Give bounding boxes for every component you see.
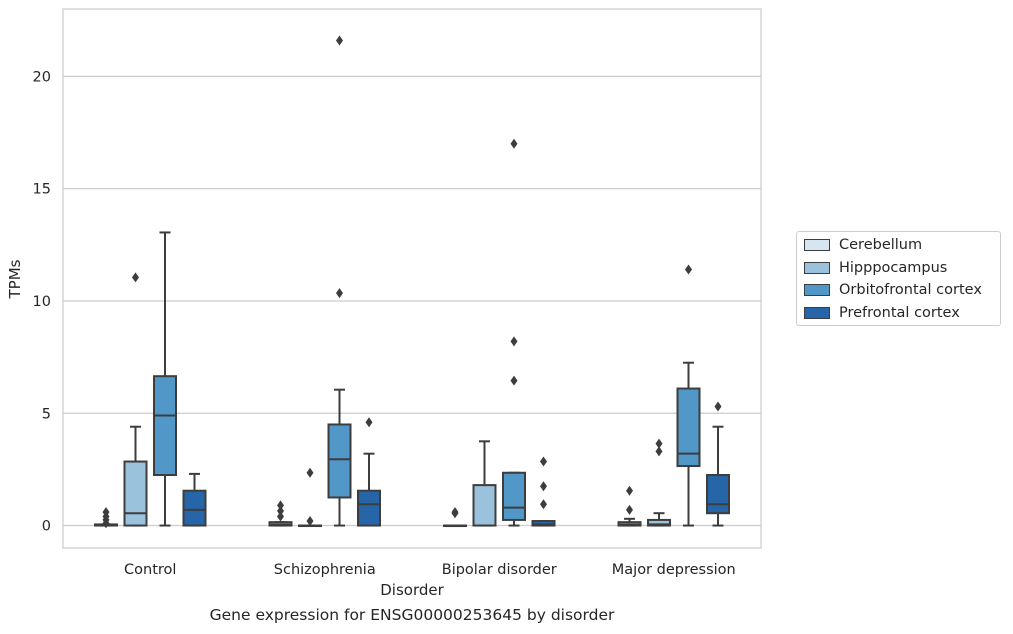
outlier-point (306, 516, 314, 527)
box-prefrontal-cortex (531, 456, 556, 527)
box-iqr (153, 375, 177, 477)
legend: Cerebellum Hipppocampus Orbitofrontal cort… (796, 231, 1001, 326)
outlier-point (365, 417, 373, 428)
legend-label: Hipppocampus (839, 259, 948, 276)
outlier-point (655, 438, 663, 449)
y-tick-labels: 0 5 10 15 20 (33, 69, 51, 534)
legend-swatch (804, 306, 830, 319)
y-tick-label: 10 (33, 294, 51, 310)
box-hipppocampus (647, 438, 671, 527)
box-cerebellum (443, 507, 467, 528)
box-orbitofrontal-cortex (502, 138, 526, 527)
outlier-point (540, 499, 547, 510)
outlier-point (277, 511, 284, 522)
legend-item: Orbitofrontal cortex (804, 279, 1000, 302)
box-iqr (531, 520, 556, 527)
x-axis-label: Disorder (380, 581, 444, 599)
outlier-point (336, 35, 343, 46)
outlier-point (102, 507, 110, 518)
outlier-point (306, 467, 314, 478)
outlier-point (510, 375, 518, 386)
plot-area-frame (62, 8, 762, 549)
box-hipppocampus (123, 272, 148, 527)
y-tick-label: 20 (33, 69, 51, 85)
box-orbitofrontal-cortex (153, 231, 177, 527)
x-tick-label: Major depression (612, 562, 736, 578)
y-tick-label: 0 (42, 519, 51, 535)
legend-item: Hipppocampus (804, 257, 1000, 280)
outlier-point (510, 336, 518, 347)
outlier-point (626, 485, 633, 496)
legend-swatch (804, 261, 830, 274)
box-iqr (647, 518, 671, 527)
legend-swatch (804, 284, 830, 297)
box-hipppocampus (298, 467, 322, 528)
x-tick-labels: Control Schizophrenia Bipolar disorder Majo… (124, 562, 736, 578)
box-iqr (327, 423, 352, 499)
outlier-point (451, 507, 459, 518)
outlier-point (655, 446, 663, 457)
box-orbitofrontal-cortex (327, 35, 352, 527)
y-tick-label: 15 (33, 182, 51, 198)
legend-label: Cerebellum (839, 237, 923, 254)
outlier-point (714, 401, 722, 412)
outlier-point (540, 481, 547, 492)
outlier-point (336, 288, 343, 299)
box-iqr (123, 460, 148, 527)
x-tick-label: Bipolar disorder (442, 562, 557, 578)
box-iqr (502, 471, 526, 521)
legend-label: Orbitofrontal cortex (839, 282, 982, 299)
box-iqr (357, 489, 381, 527)
outlier-point (277, 500, 284, 511)
box-iqr (472, 484, 497, 527)
outlier-point (132, 272, 139, 283)
boxes (94, 35, 730, 529)
legend-item: Cerebellum (804, 234, 1000, 257)
outlier-point (540, 456, 547, 467)
legend-swatch (804, 239, 830, 252)
x-tick-label: Control (124, 562, 176, 578)
outlier-point (277, 505, 284, 516)
box-iqr (706, 474, 730, 515)
y-tick-label: 5 (42, 406, 51, 422)
box-prefrontal-cortex (357, 417, 381, 527)
box-iqr (182, 489, 207, 527)
box-cerebellum (617, 485, 642, 527)
box-cerebellum (268, 500, 293, 527)
figure-caption: Gene expression for ENSG00000253645 by d… (209, 606, 615, 624)
y-gridlines (63, 75, 761, 527)
outlier-point (685, 264, 692, 275)
legend-item: Prefrontal cortex (804, 302, 1000, 325)
outlier-point (626, 504, 633, 515)
outlier-point (510, 138, 518, 149)
box-orbitofrontal-cortex (676, 264, 701, 527)
legend-label: Prefrontal cortex (839, 304, 960, 321)
y-axis-label: TPMs (6, 259, 24, 299)
box-prefrontal-cortex (182, 472, 207, 527)
box-iqr (676, 387, 701, 468)
box-hipppocampus (472, 440, 497, 527)
box-prefrontal-cortex (706, 401, 730, 527)
box-cerebellum (94, 507, 118, 529)
x-tick-label: Schizophrenia (274, 562, 376, 578)
